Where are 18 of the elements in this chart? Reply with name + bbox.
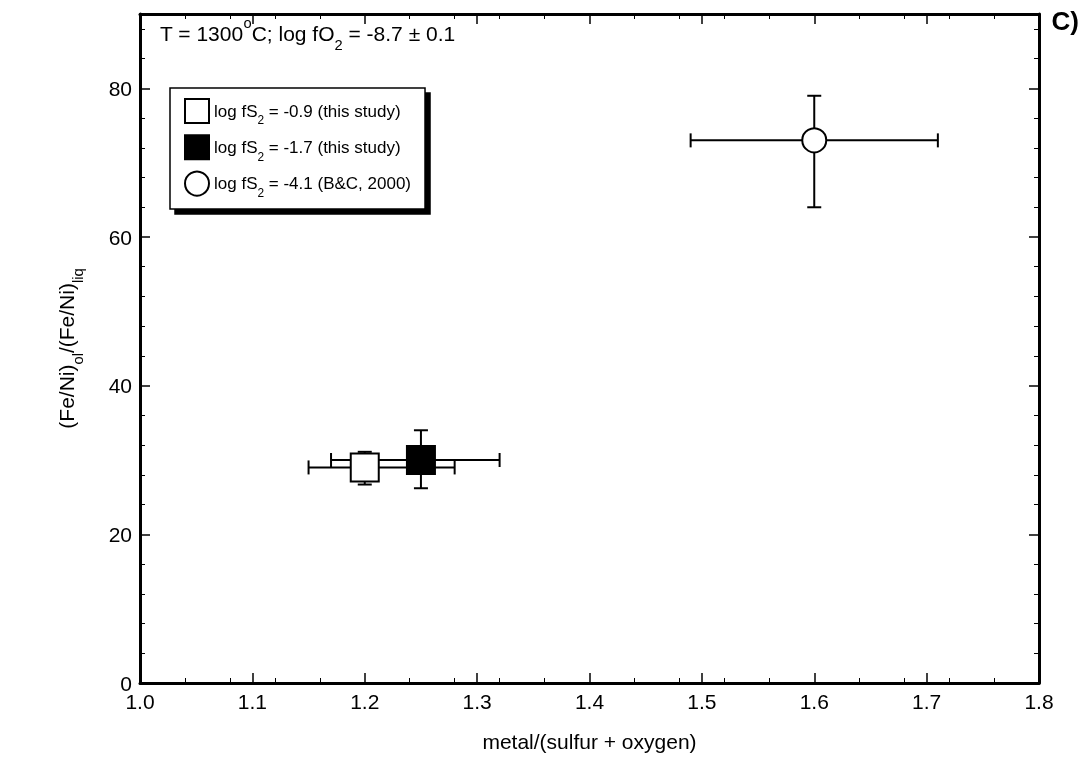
- y-axis-title: (Fe/Ni)ol/(Fe/Ni)liq: [54, 268, 86, 429]
- x-tick-label: 1.3: [462, 690, 492, 713]
- point: [349, 452, 380, 483]
- text: C): [1051, 6, 1079, 36]
- x-tick-label: 1.4: [574, 690, 605, 713]
- point: [405, 445, 436, 475]
- y-tick-label: 20: [108, 522, 132, 546]
- y-tick-label: 40: [108, 374, 132, 398]
- x-tick-label: 1.1: [237, 690, 267, 713]
- x-axis-title: metal/(sulfur + oxygen): [482, 730, 697, 753]
- x-tick-label: 1.8: [1024, 690, 1054, 713]
- x-tick-label: 1.7: [912, 690, 942, 713]
- point: [801, 127, 828, 154]
- x-tick-label: 1.2: [350, 690, 380, 713]
- y-tick-label: 60: [108, 225, 132, 249]
- x-tick-label: 1.6: [799, 690, 829, 713]
- x-tick-label: 1.5: [687, 690, 717, 713]
- y-tick-label: 80: [108, 76, 132, 100]
